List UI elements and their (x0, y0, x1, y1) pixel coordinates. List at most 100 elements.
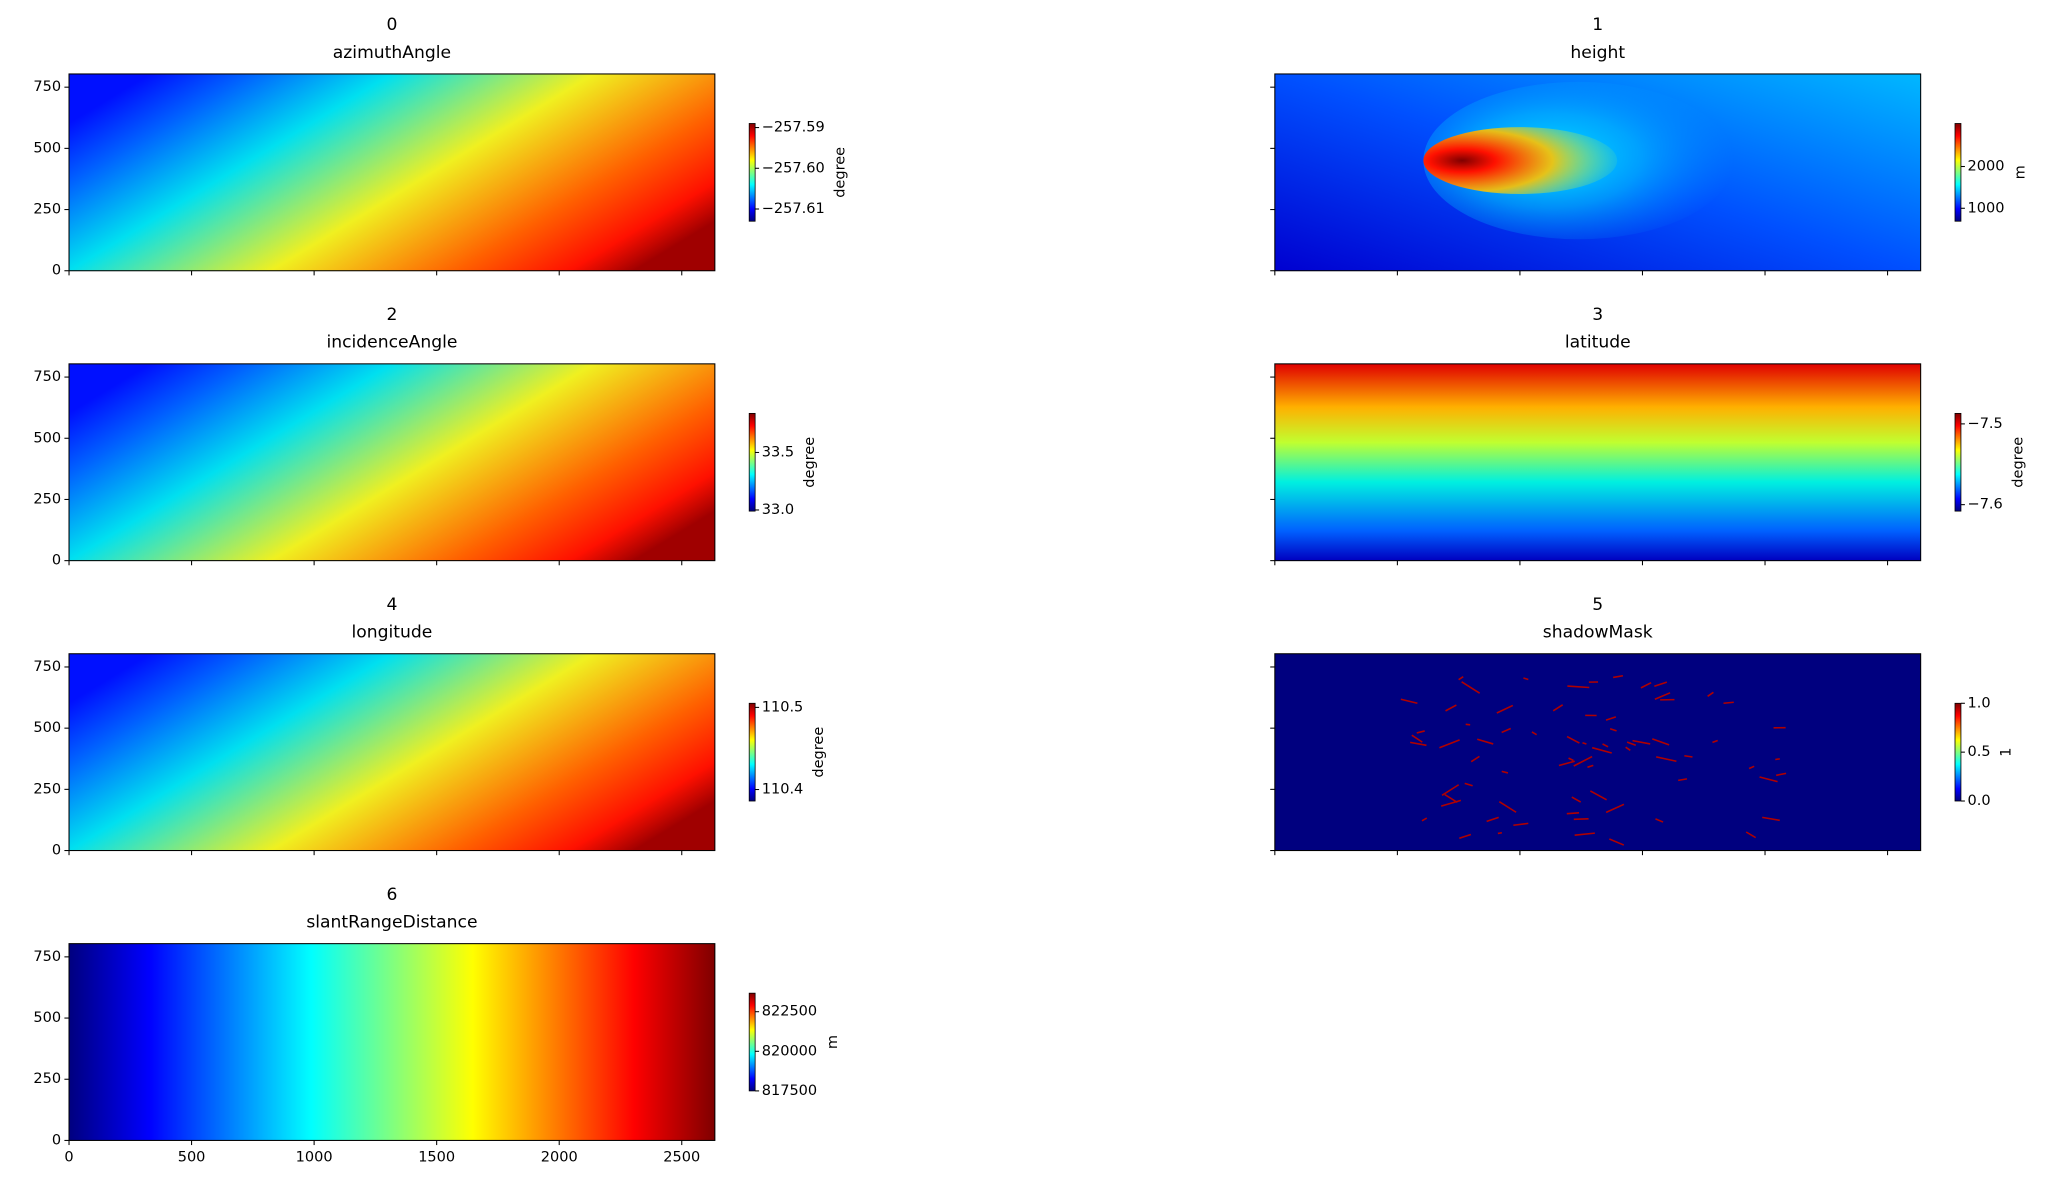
colorbar-tick-label: 0.5 (1968, 744, 1991, 760)
heatmap-feature (1445, 704, 1457, 712)
heatmap-feature (1775, 758, 1780, 761)
heatmap-feature (1567, 685, 1590, 689)
colorbar-tick-label: −257.61 (762, 201, 825, 217)
colorbar-label: m (2012, 165, 2028, 179)
heatmap-image (69, 73, 715, 271)
colorbar-tick-label: −257.60 (762, 160, 825, 176)
panel-subtitle: latitude (1565, 333, 1631, 353)
heatmap-feature (1465, 723, 1471, 726)
heatmap-feature (1678, 778, 1688, 782)
heatmap-feature (1587, 764, 1594, 768)
heatmap-image (69, 363, 715, 561)
heatmap-feature (1571, 796, 1582, 803)
colorbar (748, 702, 756, 802)
heatmap-feature (1439, 739, 1460, 749)
heatmap-feature (1652, 738, 1670, 746)
heatmap-feature (1552, 704, 1564, 712)
colorbar (748, 123, 756, 222)
heatmap-feature (1591, 746, 1612, 754)
heatmap-feature (1410, 741, 1427, 747)
heatmap-feature (1775, 772, 1787, 777)
heatmap-feature (1632, 739, 1651, 745)
heatmap-feature (1444, 793, 1458, 804)
heatmap-feature (1477, 738, 1494, 745)
heatmap-feature (1568, 757, 1574, 762)
y-tick-label: 0 (52, 263, 61, 279)
panel-title: 4 (386, 595, 397, 615)
heatmap-feature (1411, 734, 1423, 743)
heatmap-image (1274, 653, 1921, 851)
y-tick-label: 750 (33, 369, 61, 385)
heatmap-peak (1423, 127, 1618, 194)
heatmap-feature (1762, 816, 1780, 822)
colorbar-tick-label: 110.4 (762, 782, 804, 798)
heatmap-feature (1459, 833, 1472, 840)
y-tick-label: 0 (52, 1132, 61, 1148)
heatmap-feature (1612, 674, 1624, 679)
x-tick-label: 500 (178, 1150, 206, 1166)
colorbar-tick-label: 820000 (762, 1043, 817, 1059)
y-tick-label: 500 (33, 430, 61, 446)
axes-frame (1274, 363, 1922, 562)
heatmap-feature (1566, 811, 1580, 815)
colorbar-tick-label: 817500 (762, 1083, 817, 1099)
heatmap-feature (1513, 822, 1529, 827)
heatmap-feature (1582, 742, 1587, 745)
heatmap-feature (1712, 739, 1718, 744)
y-tick-label: 250 (33, 1071, 61, 1087)
y-tick-label: 250 (33, 781, 61, 797)
x-tick-label: 2500 (663, 1150, 700, 1166)
heatmap-feature (1558, 760, 1575, 767)
y-tick-label: 750 (33, 659, 61, 675)
colorbar (1954, 123, 1962, 222)
heatmap-feature (1625, 746, 1631, 751)
axes-frame (1274, 73, 1922, 272)
panel-title: 6 (386, 885, 397, 905)
panel-subtitle: longitude (352, 623, 433, 643)
panel-title: 3 (1592, 305, 1603, 325)
heatmap-feature (1626, 741, 1637, 746)
y-tick-label: 500 (33, 720, 61, 736)
heatmap-feature (1523, 677, 1529, 681)
colorbar (748, 992, 756, 1092)
heatmap-feature (1759, 776, 1778, 783)
heatmap-feature (1573, 755, 1593, 767)
axes-frame (1274, 653, 1922, 852)
heatmap-feature (1440, 799, 1462, 807)
heatmap-feature (1723, 701, 1734, 705)
x-tick-label: 1000 (296, 1150, 333, 1166)
colorbar-label: degree (833, 147, 849, 198)
colorbar-tick-label: 1.0 (1968, 695, 1991, 711)
colorbar-tick-label: −7.5 (1968, 416, 2003, 432)
heatmap-feature (1400, 698, 1418, 705)
panel-title: 2 (386, 305, 397, 325)
heatmap-feature (1609, 727, 1617, 732)
colorbar-label: degree (2011, 437, 2027, 488)
heatmap-feature (1470, 755, 1480, 763)
heatmap-feature (1640, 682, 1652, 689)
y-tick-label: 500 (33, 1010, 61, 1026)
heatmap-feature (1655, 756, 1677, 763)
heatmap-feature (1589, 790, 1607, 801)
heatmap-image (1274, 363, 1921, 561)
axes-frame (68, 73, 716, 272)
colorbar-tick-label: 1000 (1968, 200, 2005, 216)
heatmap-feature (1498, 800, 1517, 813)
y-tick-label: 750 (33, 79, 61, 95)
heatmap-image (69, 653, 715, 851)
panel-subtitle: slantRangeDistance (306, 913, 477, 933)
colorbar-label: degree (811, 727, 827, 778)
heatmap-feature (1497, 831, 1503, 835)
y-tick-label: 750 (33, 949, 61, 965)
x-tick-label: 2000 (541, 1150, 578, 1166)
heatmap-feature (1609, 838, 1625, 846)
heatmap-feature (1573, 817, 1589, 821)
colorbar-label: degree (802, 437, 818, 488)
heatmap-feature (1501, 770, 1509, 774)
y-tick-label: 0 (52, 843, 61, 859)
panel-subtitle: shadowMask (1543, 623, 1653, 643)
colorbar (1954, 702, 1962, 802)
heatmap-feature (1605, 803, 1625, 814)
